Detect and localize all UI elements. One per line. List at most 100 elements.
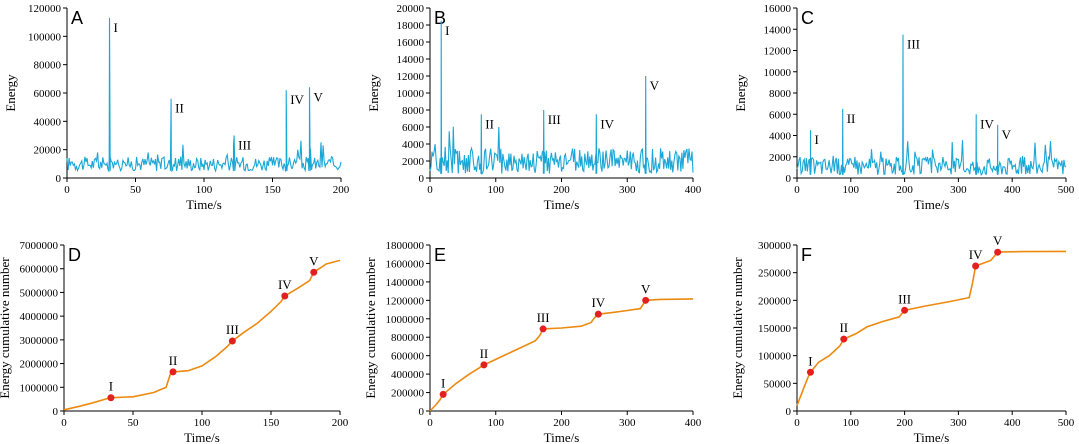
marker-label: III [537,310,550,325]
y-tick-label: 0 [419,173,425,185]
cumulative-series-line [429,298,694,412]
marker-label: V [641,281,651,296]
y-tick-label: 16000 [397,37,425,49]
y-tick-label: 4000000 [20,311,59,323]
y-tick-label: 12000 [764,46,792,58]
marker-label: IV [591,295,605,310]
y-tick-label: 14000 [397,54,425,66]
x-tick-label: 300 [619,417,636,429]
y-tick-label: 80000 [34,60,62,72]
y-tick-label: 1800000 [386,240,425,252]
peak-label: III [238,138,251,153]
x-tick-label: 400 [685,184,702,196]
marker-label: I [441,375,445,390]
marker-label: V [309,253,319,268]
y-axis-title: Energy [733,74,748,112]
panel-e: 0 200000 400000 600000 800000 1000000 1200000 1… [363,240,702,444]
y-tick-label: 1000000 [386,314,425,326]
y-axis-title: Energy [3,74,18,112]
x-axis-title: Time/s [544,197,580,212]
y-tick-label: 60000 [34,88,62,100]
panel-f: 0 50000 100000 150000 200000 250000 300000 0 100… [730,233,1075,444]
y-tick-label: 12000 [397,71,425,83]
event-marker [840,335,848,343]
event-marker [594,310,602,318]
x-tick-label: 300 [950,184,967,196]
y-tick-label: 18000 [397,20,425,32]
event-marker [310,268,318,276]
y-tick-label: 16000 [764,3,792,15]
x-tick-label: 200 [896,417,913,429]
x-tick-label: 500 [1058,417,1075,429]
y-tick-label: 2000 [769,152,792,164]
x-tick-label: 100 [488,417,505,429]
event-marker [281,292,289,300]
y-tick-label: 5000000 [20,287,59,299]
x-tick-label: 50 [130,184,142,196]
x-tick-label: 200 [896,184,913,196]
y-tick-label: 8000 [769,88,792,100]
panel-letter: E [434,245,446,265]
x-tick-label: 300 [619,184,636,196]
peak-label: V [1002,127,1012,142]
y-tick-label: 40000 [34,116,62,128]
y-tick-label: 8000 [402,105,425,117]
x-tick-label: 150 [264,184,281,196]
x-tick-label: 0 [794,417,800,429]
event-marker [439,390,447,398]
y-axis-title: Energy cumulative number [730,257,745,399]
x-axis-title: Time/s [184,430,220,444]
y-tick-label: 120000 [28,3,62,15]
marker-label: III [898,291,911,306]
energy-series-line [796,34,1067,177]
panel-letter: D [68,245,81,265]
y-tick-label: 10000 [764,67,792,79]
y-tick-label: 1600000 [386,258,425,270]
y-tick-label: 1000000 [20,382,59,394]
event-marker [539,325,547,333]
marker-label: IV [278,277,292,292]
y-tick-label: 6000 [769,109,792,121]
y-tick-label: 300000 [758,240,792,252]
x-tick-label: 150 [263,417,280,429]
x-tick-label: 100 [843,184,860,196]
y-tick-label: 6000 [402,122,425,134]
y-tick-label: 100000 [28,31,62,43]
panel-letter: F [801,245,812,265]
y-tick-label: 100000 [758,351,792,363]
x-tick-label: 100 [194,417,211,429]
y-tick-label: 400000 [391,369,425,381]
x-tick-label: 100 [488,184,505,196]
x-tick-label: 200 [333,184,350,196]
panel-d: 0 1000000 2000000 3000000 4000000 5000000 6000… [0,240,349,444]
peak-label: IV [980,116,994,131]
y-tick-label: 6000000 [20,264,59,276]
y-tick-label: 1200000 [386,295,425,307]
x-tick-label: 400 [685,417,702,429]
y-tick-label: 0 [786,173,792,185]
y-tick-label: 14000 [764,24,792,36]
panel-b: 0200040006000800010000120001400016000180… [366,3,702,212]
peak-label: I [445,23,449,38]
x-tick-label: 50 [128,417,140,429]
y-tick-label: 0 [53,406,59,418]
x-tick-label: 0 [427,184,433,196]
x-tick-label: 100 [196,184,213,196]
x-axis-title: Time/s [186,197,222,212]
y-tick-label: 4000 [769,131,792,143]
x-axis-title: Time/s [544,430,580,444]
peak-label: II [175,101,184,116]
peak-label: V [313,89,323,104]
cumulative-series-line [796,250,1067,406]
peak-label: II [847,111,856,126]
panel-letter: C [801,8,814,28]
energy-series-line [66,17,342,173]
y-tick-label: 2000000 [20,359,59,371]
y-tick-label: 1400000 [386,277,425,289]
event-marker [228,337,236,345]
peak-label: I [814,132,818,147]
y-tick-label: 0 [419,406,425,418]
y-tick-label: 0 [786,406,792,418]
y-tick-label: 0 [56,173,62,185]
